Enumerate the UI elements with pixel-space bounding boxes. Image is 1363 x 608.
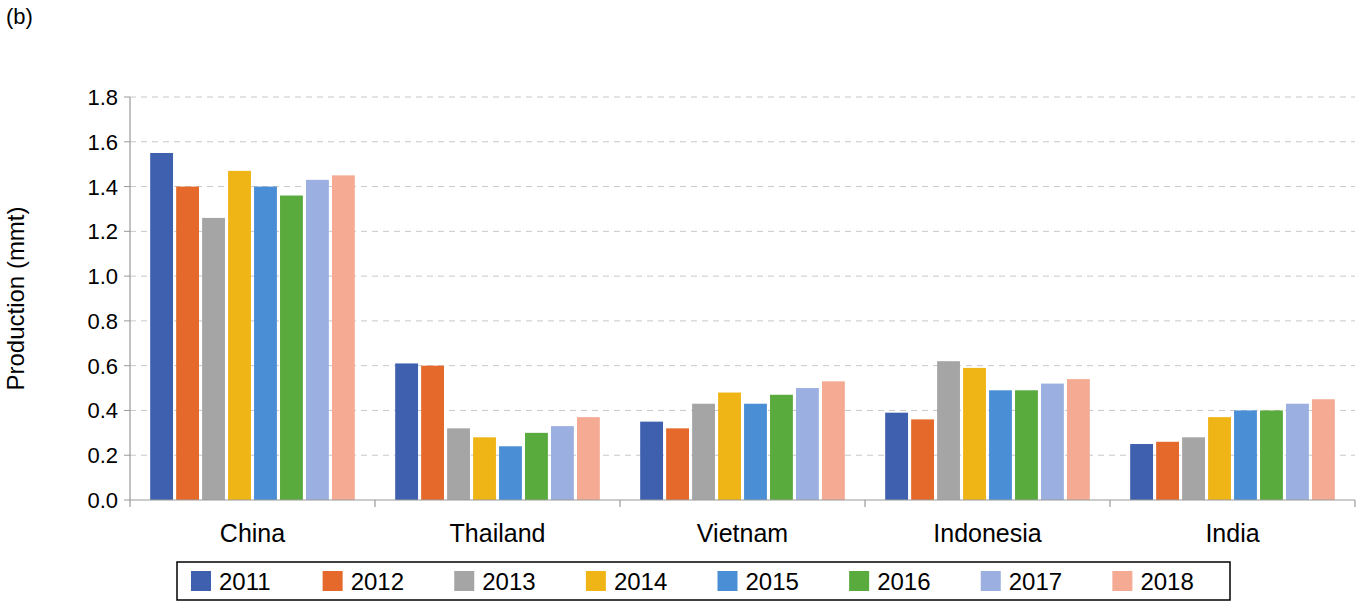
bar	[666, 428, 689, 500]
bar	[1067, 379, 1090, 500]
bar	[1286, 404, 1309, 500]
x-tick	[619, 500, 620, 507]
bars	[150, 153, 1335, 500]
legend-label: 2013	[482, 568, 535, 595]
x-tick	[374, 500, 375, 507]
bar	[150, 153, 173, 500]
bar	[202, 218, 225, 500]
x-tick-label: Indonesia	[933, 519, 1042, 547]
legend-swatch	[454, 571, 474, 591]
y-tick-label: 0.2	[87, 443, 118, 468]
y-tick	[124, 97, 130, 98]
legend-swatch	[718, 571, 738, 591]
legend-label: 2011	[219, 568, 271, 595]
x-tick	[1354, 500, 1355, 507]
legend-box	[177, 562, 1230, 600]
y-tick-label: 0.0	[87, 488, 118, 513]
bar	[1182, 437, 1205, 500]
bar	[937, 361, 960, 500]
x-tick	[129, 500, 130, 507]
y-tick	[124, 455, 130, 456]
y-tick-label: 0.8	[87, 309, 118, 334]
bar	[692, 404, 715, 500]
x-tick-label: India	[1205, 519, 1259, 547]
legend-label: 2016	[877, 568, 930, 595]
bar	[1156, 442, 1179, 500]
bar	[447, 428, 470, 500]
x-axis	[130, 499, 1355, 500]
y-tick-label: 1.8	[87, 85, 118, 110]
bar	[911, 419, 934, 500]
chart: (b) Production (mmt) 0.0 0.2 0.4 0.6 0.8 1.0 1.2…	[0, 0, 1363, 608]
y-tick-label: 1.4	[87, 175, 118, 200]
legend-label: 2012	[351, 568, 404, 595]
bar	[1312, 399, 1335, 500]
bar	[640, 422, 663, 500]
bar	[885, 413, 908, 500]
bar	[551, 426, 574, 500]
bar	[744, 404, 767, 500]
legend-label: 2014	[614, 568, 667, 595]
y-tick	[124, 410, 130, 411]
legend-label: 2018	[1140, 568, 1193, 595]
bar	[577, 417, 600, 500]
x-tick	[1109, 500, 1110, 507]
y-tick	[124, 231, 130, 232]
bar	[1130, 444, 1153, 500]
y-tick	[124, 365, 130, 366]
bar	[254, 187, 277, 500]
y-tick-label: 0.6	[87, 354, 118, 379]
y-tick	[124, 276, 130, 277]
bar	[822, 381, 845, 500]
y-tick	[124, 320, 130, 321]
legend-swatch	[1112, 571, 1132, 591]
bar	[1015, 390, 1038, 500]
bar	[718, 393, 741, 500]
bar	[499, 446, 522, 500]
legend-swatch	[191, 571, 211, 591]
y-tick-label: 1.2	[87, 219, 118, 244]
x-tick	[864, 500, 865, 507]
title: (b)	[6, 4, 33, 29]
bar	[796, 388, 819, 500]
bar	[306, 180, 329, 500]
bar	[332, 175, 355, 500]
y-tick-label: 0.4	[87, 398, 118, 423]
x-tick-label: China	[220, 519, 285, 547]
grid-line	[130, 97, 1355, 98]
y-tick-label: 1.0	[87, 264, 118, 289]
legend-swatch	[849, 571, 869, 591]
bar	[989, 390, 1012, 500]
legend-swatch	[586, 571, 606, 591]
legend-label: 2017	[1009, 568, 1062, 595]
bar	[1208, 417, 1231, 500]
bar	[395, 363, 418, 500]
bar	[280, 196, 303, 500]
bar	[1041, 384, 1064, 500]
y-tick-label: 1.6	[87, 130, 118, 155]
y-tick	[124, 186, 130, 187]
legend-label: 2015	[746, 568, 799, 595]
bar	[525, 433, 548, 500]
y-tick	[124, 500, 130, 501]
y-axis	[129, 97, 130, 500]
bar	[473, 437, 496, 500]
legend-swatch	[323, 571, 343, 591]
legend-swatch	[981, 571, 1001, 591]
bar	[1260, 410, 1283, 500]
bar	[228, 171, 251, 500]
bar	[176, 187, 199, 500]
y-axis-label: Production (mmt)	[2, 206, 29, 390]
bar	[963, 368, 986, 500]
y-tick	[124, 141, 130, 142]
bar	[770, 395, 793, 500]
x-tick-label: Vietnam	[697, 519, 788, 547]
x-tick-label: Thailand	[450, 519, 546, 547]
bar	[1234, 410, 1257, 500]
grid-line	[130, 141, 1355, 142]
bar	[421, 366, 444, 500]
